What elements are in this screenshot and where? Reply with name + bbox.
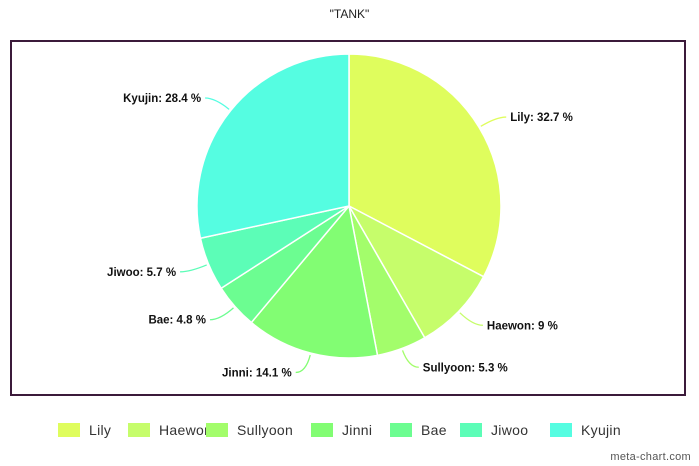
- legend-swatch-bae: [390, 423, 412, 437]
- pie-slice-jinni: [250, 204, 379, 359]
- slice-label-jinni: Jinni: 14.1 %: [222, 367, 292, 379]
- legend-item-haewon: Haewon: [128, 419, 212, 441]
- slice-label-jiwoo: Jiwoo: 5.7 %: [107, 267, 176, 279]
- pie-slice-lily: [348, 53, 502, 278]
- leader-line-sullyoon: [401, 350, 419, 368]
- legend-item-sullyoon: Sullyoon: [206, 419, 293, 441]
- legend-label-haewon: Haewon: [159, 422, 213, 438]
- legend-swatch-sullyoon: [206, 423, 228, 437]
- slice-label-sullyoon: Sullyoon: 5.3 %: [423, 362, 508, 374]
- legend-swatch-jiwoo: [460, 423, 482, 437]
- legend-swatch-kyujin: [550, 423, 572, 437]
- legend-label-bae: Bae: [421, 422, 447, 438]
- legend-swatch-jinni: [311, 423, 333, 437]
- pie-slice-kyujin: [196, 53, 350, 240]
- slice-label-lily: Lily: 32.7 %: [510, 112, 573, 124]
- leader-line-bae: [209, 307, 234, 321]
- slice-label-haewon: Haewon: 9 %: [487, 320, 558, 332]
- legend-item-jiwoo: Jiwoo: [460, 419, 528, 441]
- leader-line-haewon: [459, 312, 483, 326]
- leader-line-jinni: [295, 354, 311, 374]
- leader-line-kyujin: [205, 97, 230, 110]
- legend-label-sullyoon: Sullyoon: [237, 422, 294, 438]
- slice-label-kyujin: Kyujin: 28.4 %: [123, 93, 201, 105]
- legend-item-lily: Lily: [58, 419, 111, 441]
- legend-item-jinni: Jinni: [311, 419, 372, 441]
- chart-title: "TANK": [329, 7, 370, 21]
- slice-label-bae: Bae: 4.8 %: [148, 315, 206, 327]
- legend-label-jinni: Jinni: [342, 422, 373, 438]
- credit-text: meta-chart.com: [610, 451, 691, 463]
- pie-slice-haewon: [347, 204, 485, 339]
- legend: Lily Haewon Sullyoon Jinni Bae Jiwoo Kyujin: [0, 419, 699, 441]
- leader-line-lily: [480, 116, 507, 127]
- leader-line-jiwoo: [180, 264, 207, 273]
- legend-label-jiwoo: Jiwoo: [491, 422, 529, 438]
- legend-item-bae: Bae: [390, 419, 447, 441]
- legend-label-kyujin: Kyujin: [581, 422, 621, 438]
- legend-swatch-lily: [58, 423, 80, 437]
- legend-label-lily: Lily: [89, 422, 112, 438]
- legend-swatch-haewon: [128, 423, 150, 437]
- plot-frame: [10, 40, 686, 396]
- legend-item-kyujin: Kyujin: [550, 419, 621, 441]
